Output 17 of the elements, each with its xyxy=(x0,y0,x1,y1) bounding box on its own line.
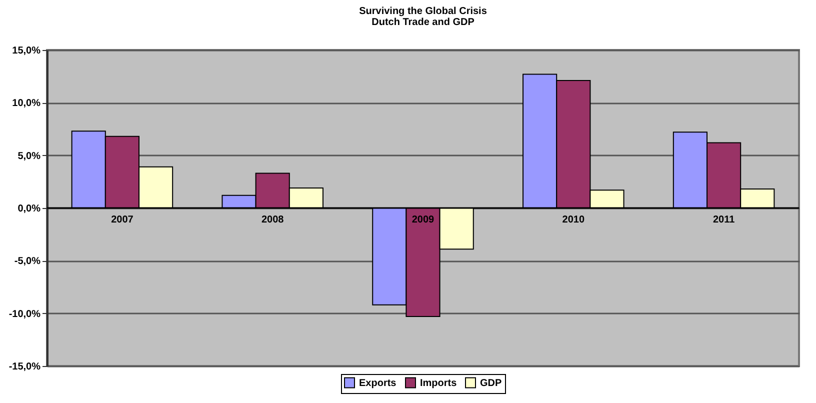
y-tick-label: 15,0% xyxy=(12,46,41,56)
y-tick-label: 5,0% xyxy=(18,150,41,162)
y-tick-label: -5,0% xyxy=(14,256,41,268)
x-tick-label: 2008 xyxy=(261,214,284,226)
x-tick-label: 2009 xyxy=(412,214,435,226)
legend-label: Imports xyxy=(420,378,458,389)
x-tick-label: 2011 xyxy=(712,214,736,226)
x-tick-label: 2010 xyxy=(562,214,585,226)
y-tick-label: 0,0% xyxy=(18,204,41,214)
chart-title: Surviving the Global Crisis xyxy=(359,6,488,17)
y-tick-label: -15,0% xyxy=(8,362,41,372)
y-tick-label: 10,0% xyxy=(12,98,41,110)
y-tick-label: -10,0% xyxy=(8,308,41,320)
legend-label: Exports xyxy=(359,378,397,389)
legend-label: GDP xyxy=(480,378,502,389)
x-tick-label: 2007 xyxy=(111,214,134,226)
chart-subtitle: Dutch Trade and GDP xyxy=(372,17,475,28)
